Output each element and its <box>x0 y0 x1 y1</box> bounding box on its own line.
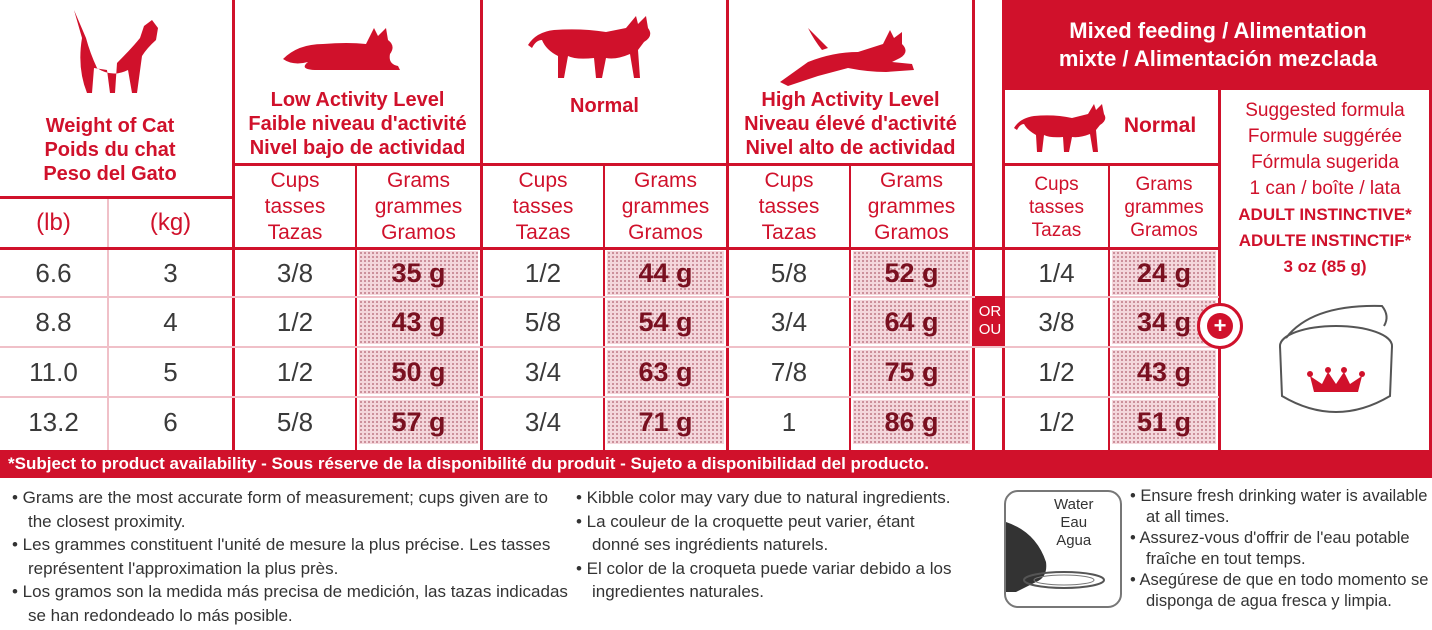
or-divider: OR OU <box>975 296 1005 346</box>
walking-cat-icon <box>528 16 651 78</box>
standing-cat-icon <box>74 10 158 93</box>
mixed-grams-header: Grams grammes Gramos <box>1124 173 1204 241</box>
norm-g-cell: 63 g <box>607 350 724 394</box>
can-icon <box>1279 304 1393 413</box>
low-cups-header: Cups tasses Tazas <box>264 169 326 244</box>
mix-g-cell: 43 g <box>1112 350 1216 394</box>
low-g-cell: 57 g <box>359 400 478 444</box>
high-cups-header: Cups tasses Tazas <box>758 169 820 244</box>
norm-g-cell: 44 g <box>607 251 724 295</box>
kg-cell: 4 <box>163 306 178 337</box>
leaping-cat-icon <box>780 28 914 86</box>
low-g-cell: 43 g <box>359 300 478 344</box>
high-cups-cell: 5/8 <box>770 257 808 288</box>
high-g-cell: 64 g <box>853 300 970 344</box>
mix-g-cell: 24 g <box>1112 251 1216 295</box>
suggested-formula: Suggested formula Formule suggérée Fórmu… <box>1238 100 1412 276</box>
norm-g-cell: 71 g <box>607 400 724 444</box>
mix-g-cell: 51 g <box>1112 400 1216 444</box>
low-cups-cell: 1/2 <box>276 306 314 337</box>
mixed-feeding-header: Mixed feeding / Alimentation mixte / Ali… <box>1004 0 1432 90</box>
notes-water: • Ensure fresh drinking water is availab… <box>1130 487 1429 610</box>
lb-cell: 6.6 <box>35 257 72 288</box>
norm-cups-cell: 3/4 <box>524 356 562 387</box>
mix-cups-cell: 1/4 <box>1038 257 1075 288</box>
lb-cell: 11.0 <box>29 356 78 387</box>
kg-cell: 6 <box>163 406 178 437</box>
low-title-es: Nivel bajo de actividad <box>249 137 466 159</box>
high-title-en: High Activity Level <box>761 89 940 111</box>
high-g-cell: 75 g <box>853 350 970 394</box>
low-title-fr: Faible niveau d'activité <box>248 113 467 135</box>
weight-header: Weight of Cat Poids du chat Peso del Gat… <box>0 105 220 195</box>
normal-header: Normal <box>570 95 639 117</box>
low-activity-header: Low Activity Level Faible niveau d'activ… <box>235 86 480 162</box>
mix-cups-cell: 1/2 <box>1038 356 1075 387</box>
high-cups-cell: 1 <box>781 406 797 437</box>
mixed-cups-header: Cups tasses Tazas <box>1029 173 1084 241</box>
high-activity-header: High Activity Level Niveau élevé d'activ… <box>729 86 972 162</box>
drinking-cat-icon <box>1006 522 1105 592</box>
mixed-normal-cat-icon <box>1014 104 1106 152</box>
low-cups-cell: 1/2 <box>276 356 314 387</box>
mix-cups-cell: 3/8 <box>1038 306 1075 337</box>
weight-title-en: Weight of Cat <box>45 115 175 137</box>
mixed-title-line1: Mixed feeding / Alimentation <box>1069 18 1367 43</box>
high-g-cell: 86 g <box>853 400 970 444</box>
high-cups-cell: 7/8 <box>770 356 808 387</box>
water-label: Water Eau Agua <box>1054 496 1094 549</box>
low-g-cell: 50 g <box>359 350 478 394</box>
mix-cups-cell: 1/2 <box>1038 406 1075 437</box>
plus-icon: + <box>1197 303 1243 349</box>
mixed-normal-label: Normal <box>1123 114 1197 137</box>
weight-title-fr: Poids du chat <box>44 139 176 161</box>
lying-cat-icon <box>283 28 400 70</box>
kg-label: (kg) <box>149 209 192 236</box>
low-grams-header: Grams grammes Gramos <box>374 169 463 244</box>
lb-cell: 8.8 <box>35 306 72 337</box>
high-title-fr: Niveau élevé d'activité <box>744 113 957 135</box>
low-title-en: Low Activity Level <box>270 89 445 111</box>
high-grams-header: Grams grammes Gramos <box>867 169 956 244</box>
lb-cell: 13.2 <box>28 406 79 437</box>
crown-logo-icon <box>1307 367 1365 392</box>
lb-label: (lb) <box>36 209 71 236</box>
weight-title-es: Peso del Gato <box>43 163 177 185</box>
normal-grams-header: Grams grammes Gramos <box>621 169 710 244</box>
water-icon: Water Eau Agua <box>1004 490 1122 608</box>
norm-cups-cell: 5/8 <box>524 306 562 337</box>
norm-cups-cell: 1/2 <box>524 257 562 288</box>
notes-measurement: • Grams are the most accurate form of me… <box>12 488 568 625</box>
low-g-cell: 35 g <box>359 251 478 295</box>
high-g-cell: 52 g <box>853 251 970 295</box>
notes-kibble-color: • Kibble color may vary due to natural i… <box>576 488 952 601</box>
kg-cell: 3 <box>163 257 178 288</box>
high-cups-cell: 3/4 <box>770 306 808 337</box>
low-cups-cell: 3/8 <box>276 257 314 288</box>
norm-g-cell: 54 g <box>607 300 724 344</box>
kg-cell: 5 <box>163 356 178 387</box>
availability-banner: *Subject to product availability - Sous … <box>0 450 1432 478</box>
mixed-title-line2: mixte / Alimentación mezclada <box>1058 46 1378 71</box>
normal-cups-header: Cups tasses Tazas <box>512 169 574 244</box>
low-cups-cell: 5/8 <box>276 406 314 437</box>
high-title-es: Nivel alto de actividad <box>745 137 956 159</box>
norm-cups-cell: 3/4 <box>524 406 562 437</box>
